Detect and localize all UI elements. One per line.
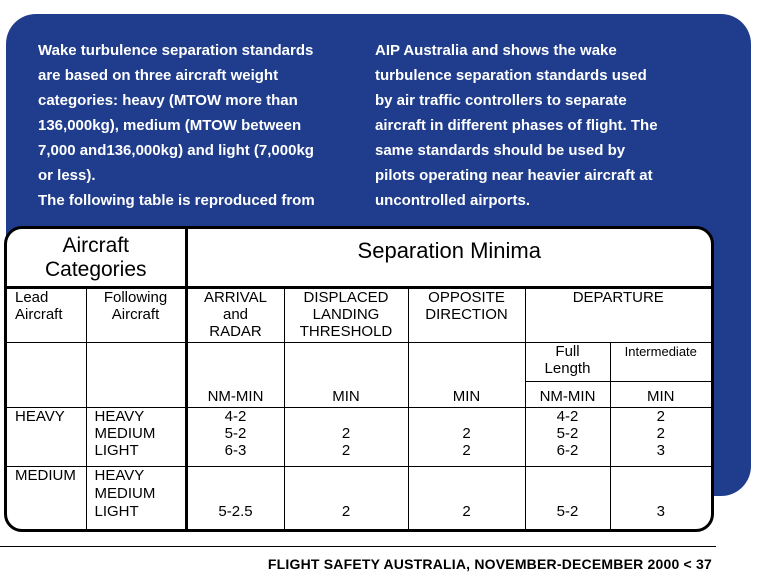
opposite-direction-header: OPPOSITE DIRECTION xyxy=(407,287,526,343)
table-row-heavy-lead: HEAVY xyxy=(7,406,87,467)
table-row-heavy-arrival: 4-2 5-2 6-3 xyxy=(185,406,285,467)
displaced-threshold-header: DISPLACED LANDING THRESHOLD xyxy=(283,287,409,343)
aircraft-categories-header: Aircraft Categories xyxy=(7,229,188,290)
intermediate-unit: MIN xyxy=(609,380,711,408)
separation-table: Aircraft Categories Separation Minima Le… xyxy=(4,226,714,532)
table-row-heavy-displaced: 2 2 xyxy=(283,406,409,467)
displaced-unit: MIN xyxy=(283,342,409,408)
intermediate-header: Intermediate xyxy=(609,342,711,382)
table-row-heavy-intermediate: 2 2 3 xyxy=(609,406,711,467)
following-aircraft-header: Following Aircraft xyxy=(85,287,188,343)
arrival-radar-header: ARRIVAL and RADAR xyxy=(185,287,285,343)
departure-header: DEPARTURE xyxy=(524,287,711,343)
page-footer: FLIGHT SAFETY AUSTRALIA, NOVEMBER-DECEMB… xyxy=(267,556,712,572)
table-row-heavy-full: 4-2 5-2 6-2 xyxy=(524,406,611,467)
table-row-medium-following: HEAVY MEDIUM LIGHT xyxy=(85,465,188,529)
table-row-medium-arrival: 5-2.5 xyxy=(185,465,285,529)
table-row-medium-displaced: 2 xyxy=(283,465,409,529)
intro-text-left: Wake turbulence separation standards are… xyxy=(38,42,315,209)
opposite-unit: MIN xyxy=(407,342,526,408)
table-row-medium-full: 5-2 xyxy=(524,465,611,529)
table-row-medium-lead: MEDIUM xyxy=(7,465,87,529)
full-length-unit: NM-MIN xyxy=(525,380,611,408)
table-row-heavy-following: HEAVY MEDIUM LIGHT xyxy=(85,406,188,467)
table-row-medium-opposite: 2 xyxy=(407,465,526,529)
arrival-unit: NM-MIN xyxy=(185,342,285,408)
footer-rule xyxy=(0,546,716,547)
separation-minima-header: Separation Minima xyxy=(185,229,711,290)
table-row-heavy-opposite: 2 2 xyxy=(407,406,526,467)
lead-aircraft-header: Lead Aircraft xyxy=(7,287,87,343)
intro-text-right: AIP Australia and shows the wake turbule… xyxy=(375,42,658,209)
lead-unit-cell xyxy=(7,342,87,408)
following-unit-cell xyxy=(85,342,188,408)
full-length-header: Full Length xyxy=(524,342,611,382)
table-row-medium-intermediate: 3 xyxy=(609,465,711,529)
